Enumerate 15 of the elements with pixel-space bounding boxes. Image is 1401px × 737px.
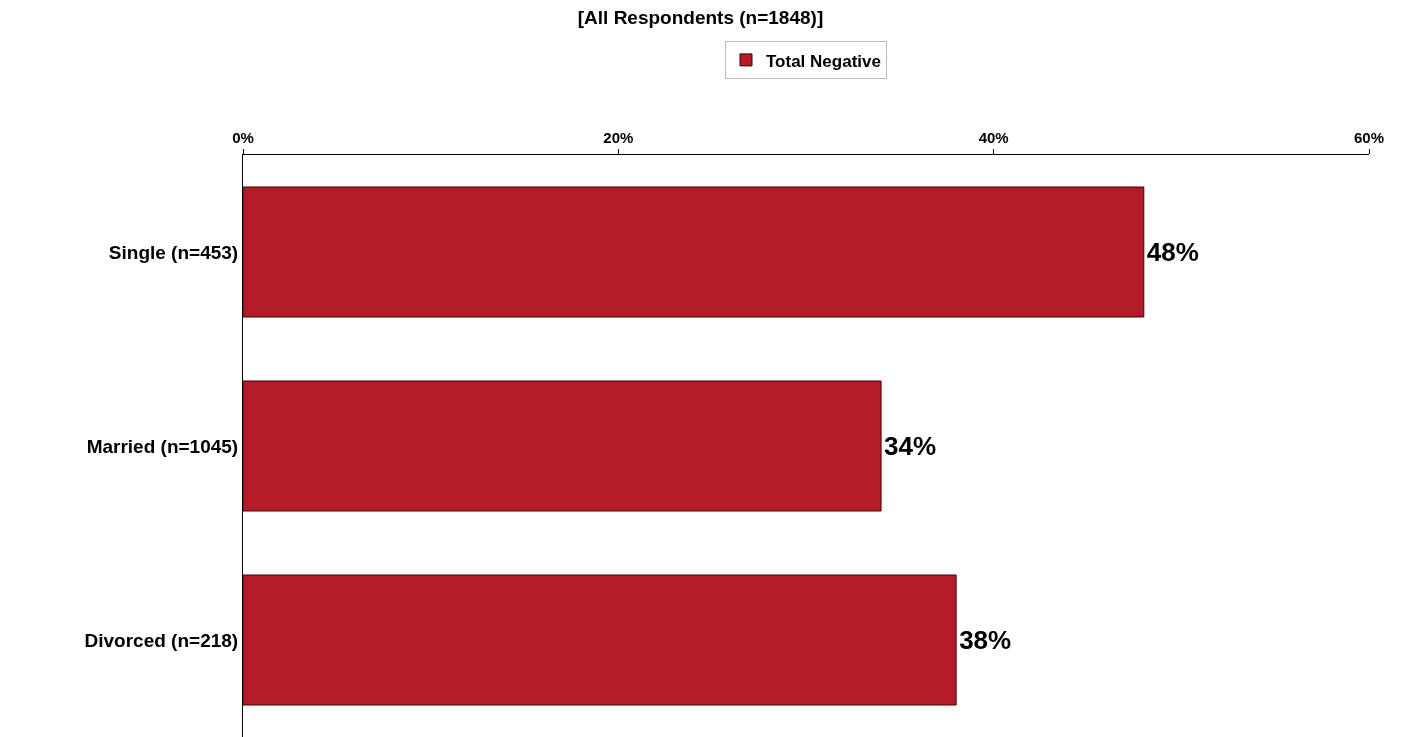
legend-label: Total Negative	[766, 51, 881, 71]
bar	[243, 380, 882, 512]
y-tick-label: Divorced (n=218)	[84, 629, 239, 651]
data-label: 34%	[884, 431, 937, 461]
y-tick-label: Married (n=1045)	[86, 435, 239, 457]
data-label: 48%	[1146, 237, 1199, 267]
y-tick-label: Single (n=453)	[108, 241, 239, 263]
x-tick-label: 40%	[978, 129, 1009, 146]
chart-title: [All Respondents (n=1848)]	[577, 7, 824, 29]
x-tick-label: 0%	[232, 129, 254, 146]
bar	[243, 186, 1145, 318]
x-tick-label: 60%	[1353, 129, 1385, 146]
data-label: 38%	[959, 625, 1012, 655]
bar	[243, 574, 957, 706]
x-tick-label: 20%	[603, 129, 634, 146]
